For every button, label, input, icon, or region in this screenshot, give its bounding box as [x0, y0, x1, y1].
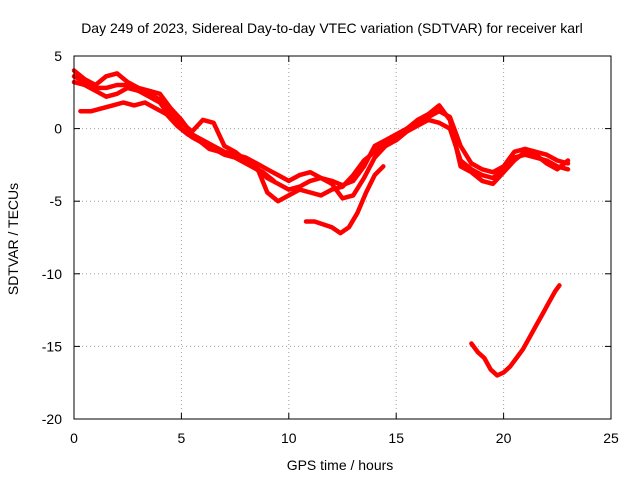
y-tick-label: -15 [42, 338, 62, 354]
x-tick-label: 0 [70, 430, 78, 446]
y-tick-label: 5 [54, 48, 62, 64]
series-line-trace-3 [71, 74, 571, 204]
series-line-trace-1 [71, 68, 571, 188]
x-tick-label: 25 [603, 430, 619, 446]
y-axis-label: SDTVAR / TECUs [5, 183, 21, 295]
chart-title: Day 249 of 2023, Sidereal Day-to-day VTE… [81, 20, 583, 36]
y-tick-label: -10 [42, 266, 62, 282]
series-line-trace-4 [78, 100, 277, 184]
y-tick-label: -20 [42, 411, 62, 427]
series-line-trace-2 [71, 79, 571, 201]
axes: 0 5 10 15 20 25 5 0 -5 -10 -15 -20 [42, 48, 619, 446]
plot-frame [73, 55, 612, 420]
x-tick-label: 15 [388, 430, 404, 446]
x-tick-label: 5 [178, 430, 186, 446]
y-tick-label: 0 [54, 121, 62, 137]
y-tick-label: -5 [50, 193, 63, 209]
series-line-trace-5 [303, 164, 386, 236]
x-tick-label: 10 [281, 430, 297, 446]
series-line-trace-6 [469, 283, 562, 378]
x-tick-label: 20 [496, 430, 512, 446]
grid [74, 56, 611, 419]
series-layer [71, 68, 571, 378]
x-axis-label: GPS time / hours [287, 457, 394, 473]
